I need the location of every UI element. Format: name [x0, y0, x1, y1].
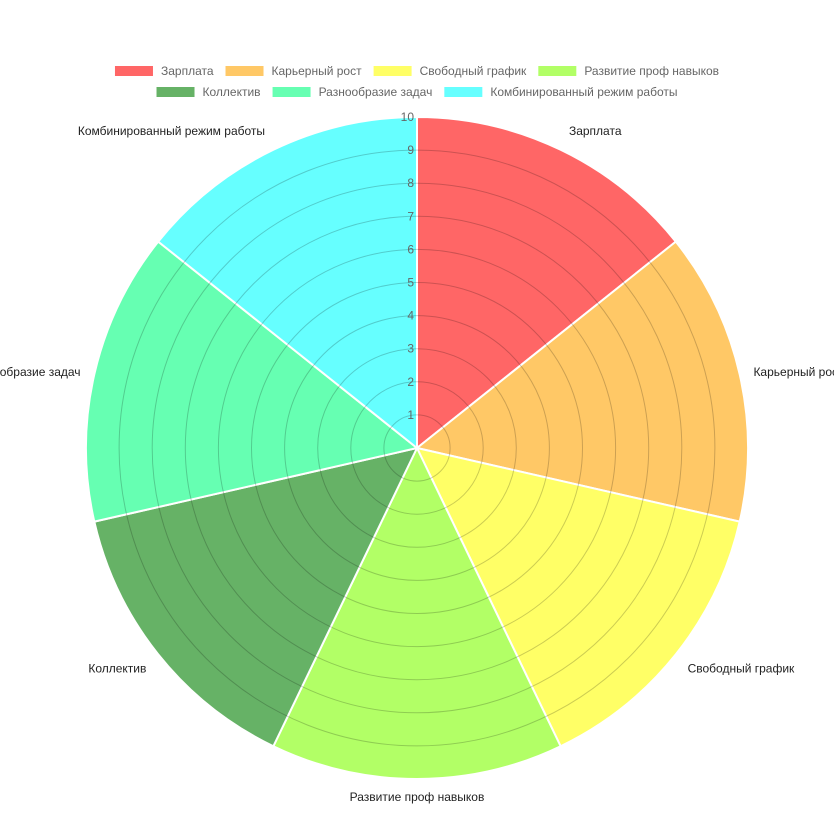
legend-swatch: [272, 87, 311, 97]
legend: Зарплата Карьерный рост Свободный график Ра…: [114, 64, 719, 99]
legend-label: Карьерный рост: [272, 64, 363, 78]
legend-label: Развитие проф навыков: [584, 64, 719, 78]
legend-swatch: [444, 87, 483, 97]
category-labels: Зарплата Карьерный рост Свободный график Ра…: [0, 124, 834, 804]
legend-label: Комбинированный режим работы: [490, 85, 677, 99]
tick-label: 7: [407, 209, 414, 223]
tick-label: 1: [407, 408, 414, 422]
radial-ticks: 1 2 3 4 5 6 7 8 9 10: [401, 110, 415, 422]
category-label-category-5: Коллектив: [88, 662, 146, 676]
wedges: [85, 115, 749, 781]
category-label-category-4: Развитие проф навыков: [350, 790, 485, 804]
grid-circle: [251, 282, 583, 614]
grid-circle: [184, 215, 650, 681]
legend-item-category-3[interactable]: Свободный график: [373, 64, 527, 78]
tick-label: 6: [407, 242, 414, 256]
tick-label: 8: [407, 176, 414, 190]
grid-circle: [118, 149, 716, 747]
wedge-category-1[interactable]: [416, 115, 678, 451]
legend-label: Зарплата: [161, 64, 214, 78]
legend-item-category-4[interactable]: Развитие проф навыков: [538, 64, 719, 78]
category-label-category-7: Комбинированный режим работы: [78, 124, 265, 138]
category-label-category-3: Свободный график: [688, 662, 795, 676]
legend-swatch: [114, 66, 153, 76]
tick-label: 9: [407, 143, 414, 157]
wedge-category-6[interactable]: [85, 240, 420, 523]
wedge-category-2[interactable]: [414, 240, 749, 523]
legend-label: Разнообразие задач: [319, 85, 433, 99]
tick-label: 10: [401, 110, 415, 124]
legend-swatch: [373, 66, 412, 76]
legend-item-category-1[interactable]: Зарплата: [114, 64, 214, 78]
grid-circle: [151, 182, 683, 714]
legend-label: Коллектив: [203, 85, 261, 99]
legend-label: Свободный график: [420, 64, 527, 78]
wedge-category-3[interactable]: [415, 446, 741, 748]
tick-label: 3: [407, 342, 414, 356]
grid-circle: [284, 315, 550, 581]
category-label-category-1: Зарплата: [569, 124, 622, 138]
legend-item-category-5[interactable]: Коллектив: [156, 85, 261, 99]
wedge-category-5[interactable]: [93, 446, 419, 748]
legend-swatch: [156, 87, 195, 97]
radial-grid: [118, 149, 716, 747]
tick-label: 2: [407, 375, 414, 389]
tick-label: 5: [407, 276, 414, 290]
legend-swatch: [225, 66, 264, 76]
legend-item-category-6[interactable]: Разнообразие задач: [272, 85, 433, 99]
wedge-category-7[interactable]: [156, 115, 418, 451]
legend-swatch: [538, 66, 577, 76]
tick-label: 4: [407, 309, 414, 323]
grid-circle: [217, 248, 617, 648]
legend-item-category-2[interactable]: Карьерный рост: [225, 64, 363, 78]
grid-circle: [350, 381, 484, 515]
category-label-category-6: Разнообразие задач: [0, 365, 81, 379]
wedge-category-4[interactable]: [272, 445, 562, 781]
grid-circle: [317, 348, 517, 548]
legend-item-category-7[interactable]: Комбинированный режим работы: [444, 85, 677, 99]
category-label-category-2: Карьерный рост: [753, 365, 834, 379]
grid-circle: [383, 414, 451, 482]
